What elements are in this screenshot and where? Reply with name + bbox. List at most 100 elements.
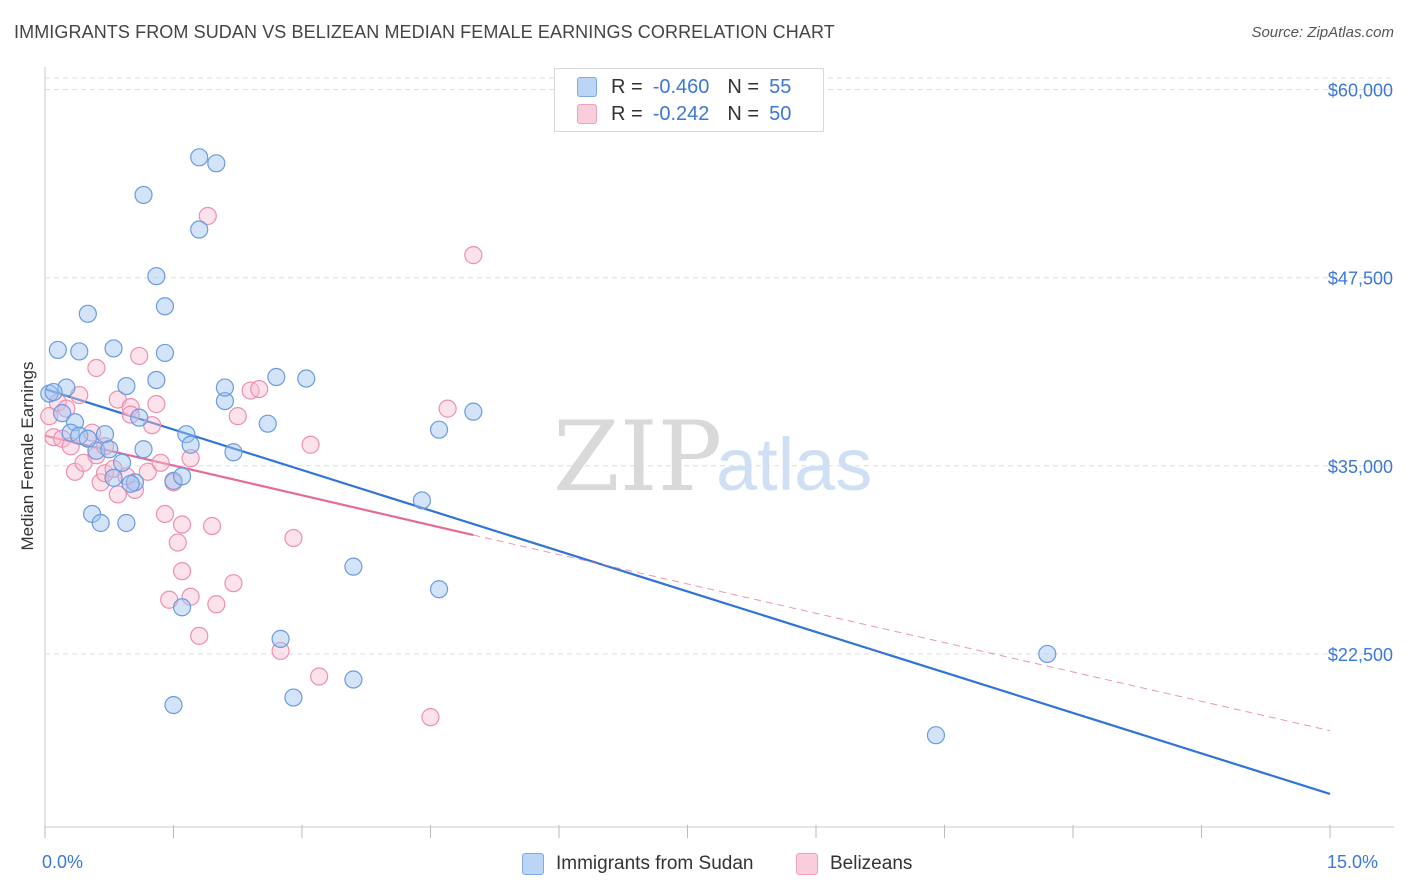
sudan-point [117, 513, 136, 533]
sudan-point [267, 367, 286, 387]
sudan-point [91, 513, 110, 533]
sudan-point [1038, 644, 1057, 664]
y-tick-label: $22,500 [1328, 645, 1393, 665]
belize-point [207, 595, 226, 614]
sudan-point [100, 440, 119, 459]
belize-trend-line [44, 434, 474, 537]
y-axis-label: Median Female Earnings [18, 361, 37, 551]
sudan-point [429, 580, 449, 599]
sudan-point [164, 695, 183, 715]
sudan-point [164, 471, 183, 490]
legend-n-value-belize: 50 [769, 102, 792, 125]
sudan-point [224, 443, 243, 462]
bottom-legend-belize: Belizeans [796, 851, 912, 877]
sudan-point [181, 435, 200, 454]
legend-row-belize: R = -0.242 N = 50 [577, 101, 791, 127]
sudan-point [284, 688, 303, 707]
sudan-point [207, 154, 226, 173]
sudan-point [147, 267, 166, 286]
watermark-atlas: atlas [716, 423, 872, 506]
belize-point [95, 464, 115, 483]
sudan-point [104, 339, 123, 358]
sudan-point [926, 726, 946, 745]
sudan-point [177, 425, 196, 444]
sudan-point [130, 408, 149, 427]
grid-lines [45, 77, 1394, 655]
belize-point [284, 528, 303, 548]
y-tick-label: $35,000 [1328, 457, 1393, 477]
legend-n-label: N = [727, 102, 760, 125]
sudan-point [65, 413, 85, 432]
belize-point [181, 449, 200, 468]
sudan-point [344, 557, 363, 576]
belize-point [301, 435, 320, 454]
x-tick-label-min: 0.0% [42, 852, 84, 872]
legend-r-label: R = [611, 102, 643, 125]
trend-lines [44, 388, 1331, 795]
sudan-point [412, 491, 432, 510]
sudan-point [271, 629, 290, 648]
sudan-point [155, 343, 175, 363]
legend-r-value-belize: -0.242 [652, 102, 710, 125]
sudan-point [258, 414, 277, 433]
legend-row-sudan: R = -0.460 N = 55 [577, 74, 791, 100]
sudan-point [134, 185, 153, 205]
watermark: ZIP atlas [553, 401, 872, 513]
x-tick-label-max: 15.0% [1327, 852, 1379, 872]
bottom-legend-label-belize: Belizeans [830, 853, 913, 874]
sudan-point [48, 340, 67, 360]
sudan-point [155, 297, 175, 316]
belize-point [172, 562, 192, 581]
belize-point [172, 515, 192, 534]
axes [44, 67, 1394, 838]
legend-swatch-belize [577, 104, 597, 124]
sudan-point [147, 370, 166, 390]
sudan-point [172, 598, 192, 617]
belize-point [421, 708, 440, 727]
belize-point [190, 626, 209, 645]
belize-point [198, 206, 217, 226]
y-tick-label: $60,000 [1328, 81, 1393, 101]
legend-n-value-sudan: 55 [769, 75, 792, 98]
belize-point [438, 399, 457, 418]
sudan-point [44, 382, 63, 402]
belize-point [87, 358, 106, 378]
belize-point [228, 407, 247, 426]
belize-point [147, 395, 166, 414]
belize-point [155, 504, 175, 524]
belize-point [250, 379, 269, 399]
sudan-point [429, 420, 449, 439]
source-label: Source: ZipAtlas.com [1251, 24, 1394, 41]
sudan-point [121, 474, 140, 493]
belize-point [130, 346, 149, 366]
belize-point [224, 574, 243, 593]
y-tick-labels: $22,500 $35,000 $47,500 $60,000 [1328, 81, 1393, 665]
sudan-trend-line [44, 388, 1331, 795]
sudan-point [172, 467, 192, 486]
watermark-zip: ZIP [553, 401, 722, 513]
bottom-legend-label-sudan: Immigrants from Sudan [556, 853, 754, 874]
sudan-point [215, 391, 234, 411]
bottom-legend-sudan: Immigrants from Sudan [522, 851, 753, 877]
belize-point [151, 453, 170, 472]
belize-point [464, 246, 483, 265]
sudan-point [78, 304, 97, 323]
belize-point [168, 533, 187, 552]
sudan-point [95, 425, 115, 444]
sudan-points [40, 148, 1057, 745]
legend-r-label: R = [611, 75, 643, 98]
sudan-point [190, 220, 209, 239]
belize-points [40, 206, 483, 727]
legend-swatch-sudan [577, 77, 597, 97]
sudan-point [344, 670, 363, 689]
belize-trend-line-dashed [473, 534, 1331, 732]
belize-point [202, 516, 222, 536]
bottom-legend-swatch-belize [796, 853, 818, 875]
sudan-point [297, 369, 316, 388]
belize-point [108, 485, 127, 504]
sudan-point [190, 148, 209, 167]
correlation-legend: R = -0.460 N = 55 R = -0.242 N = 50 [554, 68, 824, 132]
sudan-point [112, 453, 132, 472]
legend-n-label: N = [727, 75, 760, 98]
